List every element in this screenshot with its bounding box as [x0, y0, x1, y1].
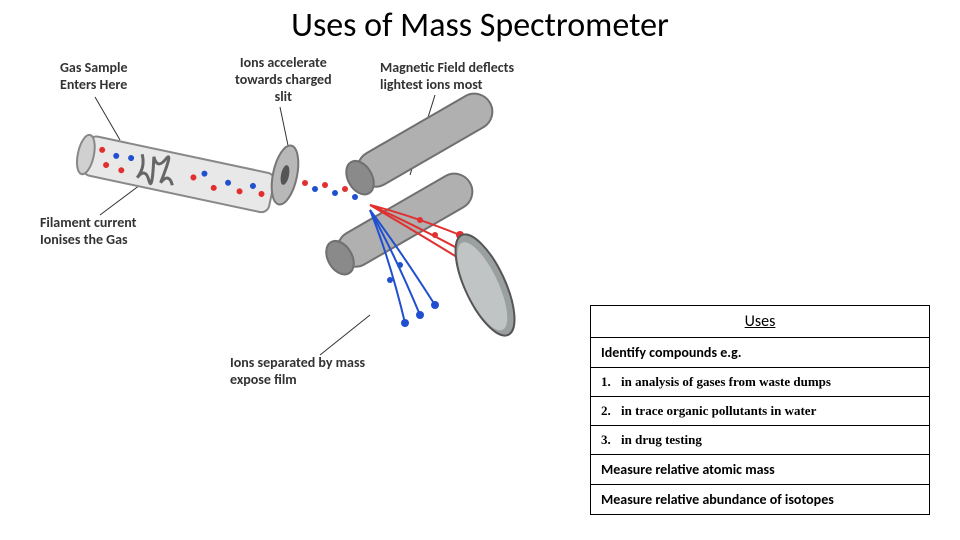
- uses-item-num: 3.: [601, 432, 621, 448]
- uses-item: 1.in analysis of gases from waste dumps: [591, 368, 929, 397]
- spectrometer-diagram: Gas Sample Enters Here Ions accelerate t…: [40, 55, 620, 395]
- uses-item: 2.in trace organic pollutants in water: [591, 397, 929, 426]
- uses-subtitle: Identify compounds e.g.: [591, 338, 929, 368]
- uses-item: 3.in drug testing: [591, 426, 929, 455]
- uses-heading: Uses: [591, 306, 929, 338]
- uses-panel: Uses Identify compounds e.g. 1.in analys…: [590, 305, 930, 515]
- uses-item-text: in drug testing: [621, 432, 919, 448]
- uses-item-text: in analysis of gases from waste dumps: [621, 374, 919, 390]
- uses-measure-2: Measure relative abundance of isotopes: [591, 485, 929, 514]
- spectrometer-svg: [40, 55, 620, 395]
- uses-list: 1.in analysis of gases from waste dumps …: [591, 368, 929, 455]
- uses-item-num: 1.: [601, 374, 621, 390]
- uses-measure-1: Measure relative atomic mass: [591, 455, 929, 485]
- page-title: Uses of Mass Spectrometer: [0, 5, 960, 46]
- uses-item-num: 2.: [601, 403, 621, 419]
- uses-item-text: in trace organic pollutants in water: [621, 403, 919, 419]
